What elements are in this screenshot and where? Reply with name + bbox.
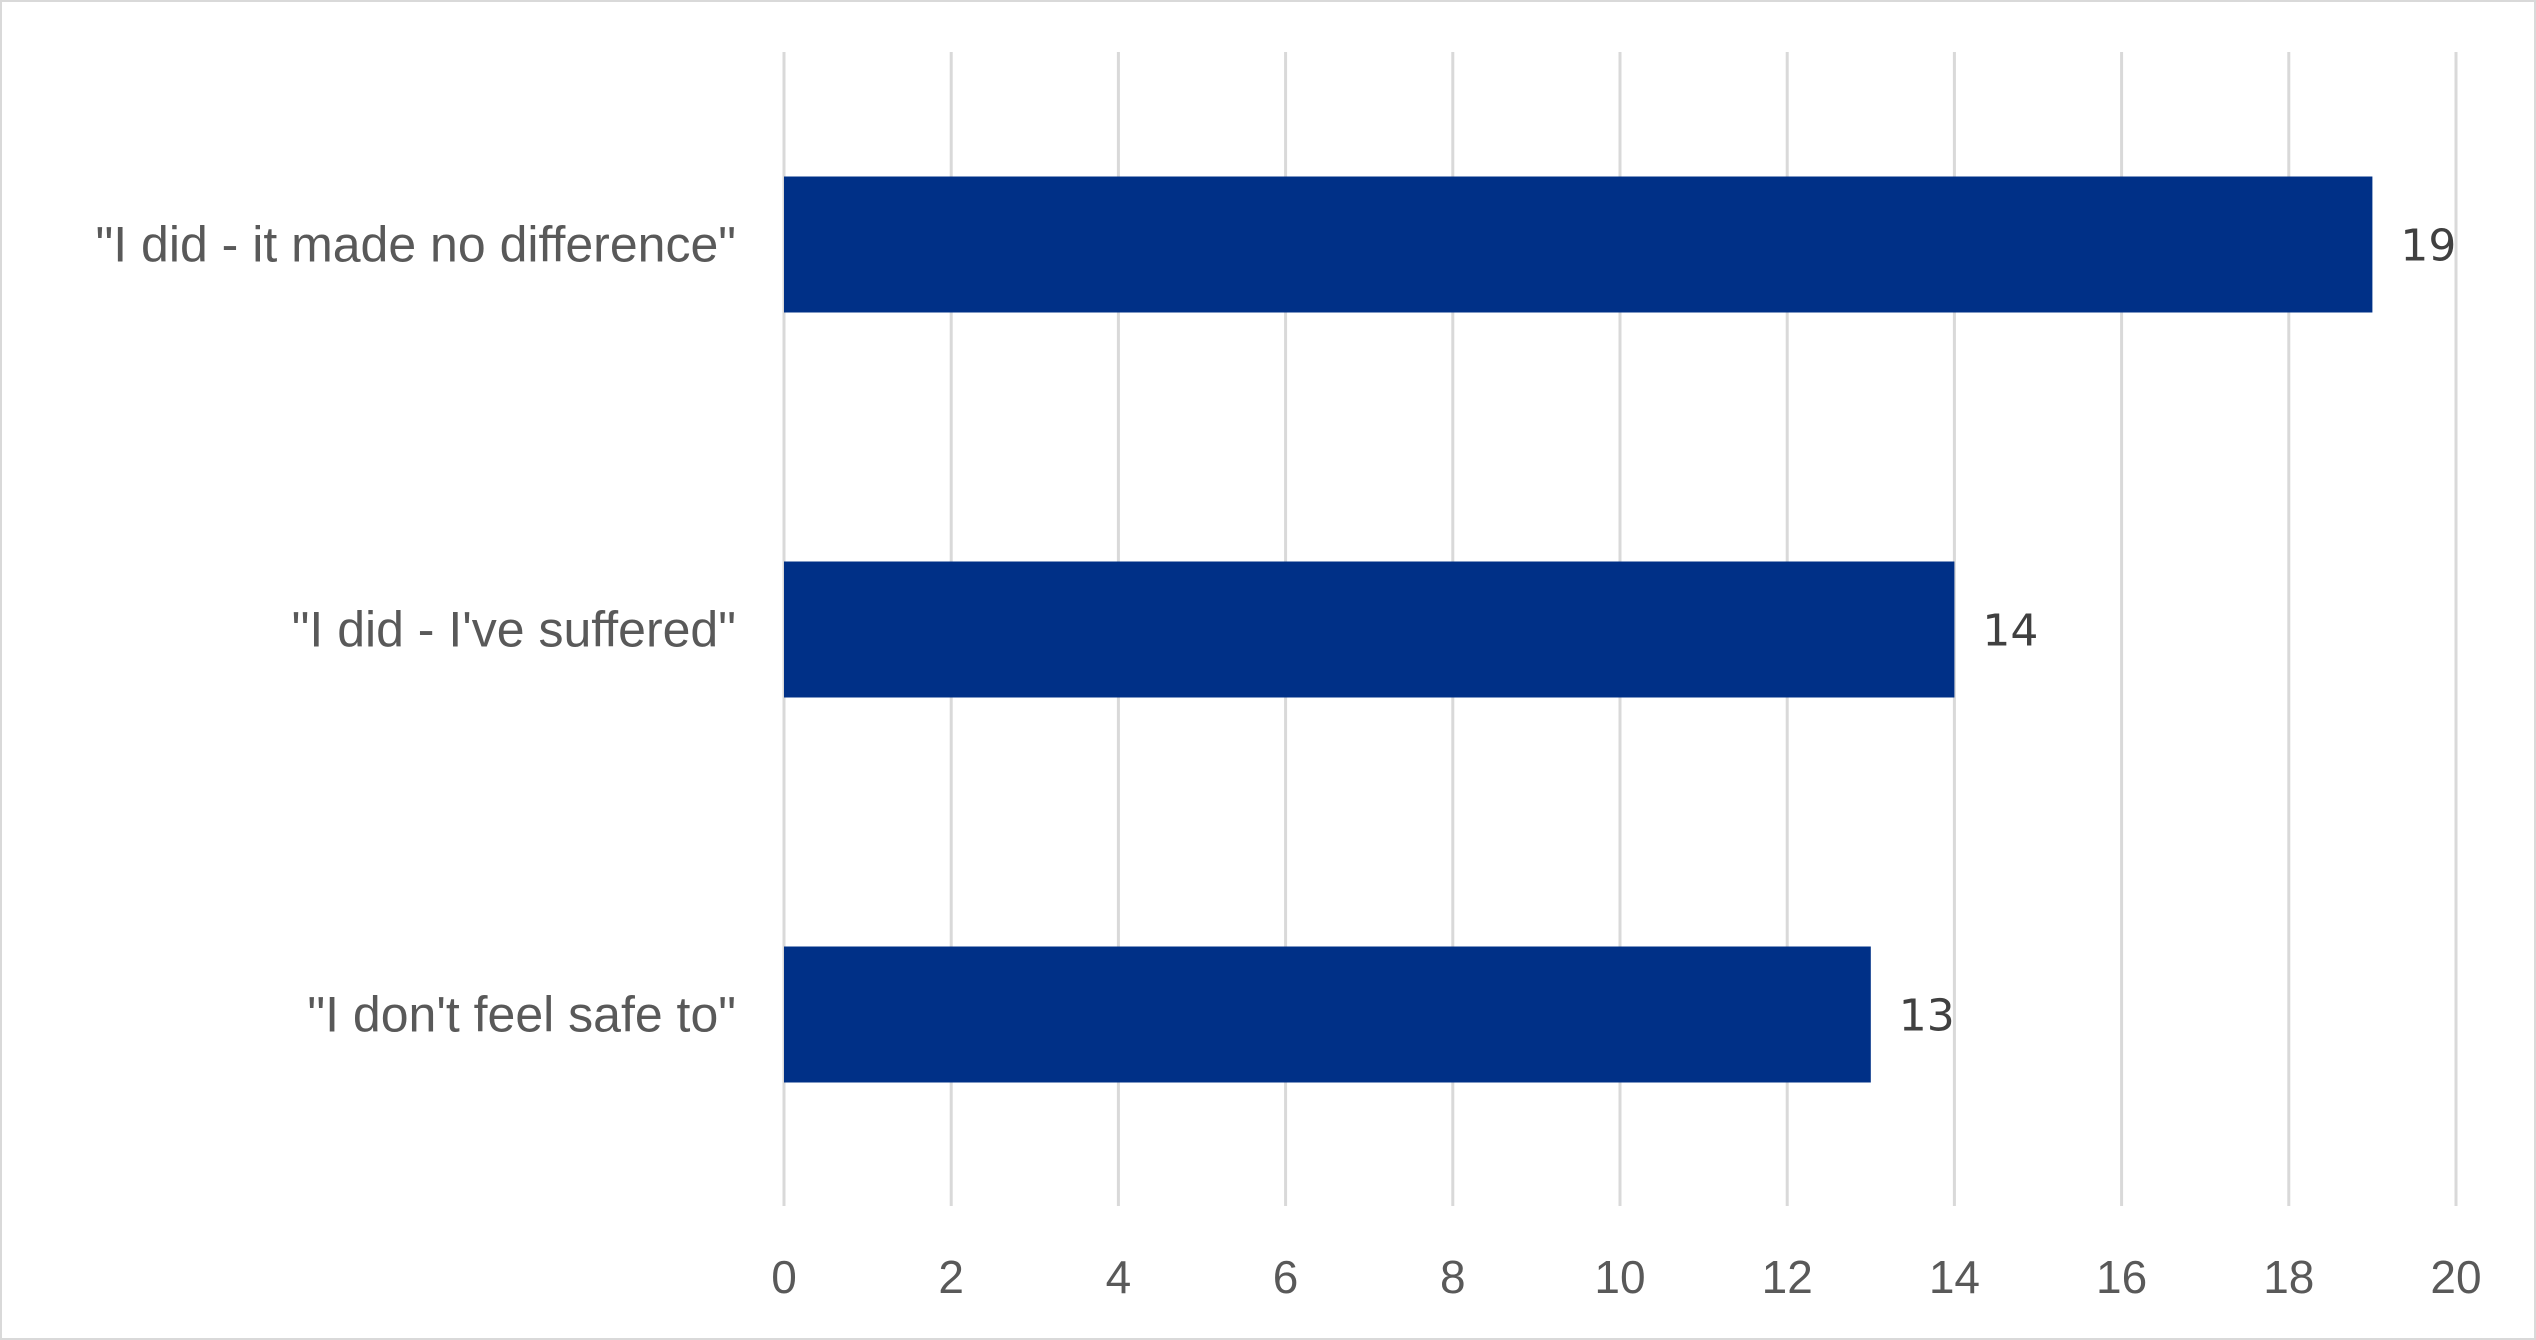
bar [784, 561, 1955, 698]
category-label: "I did - it made no difference" [96, 217, 736, 273]
x-tick-label: 6 [1273, 1251, 1299, 1303]
x-tick-label: 4 [1106, 1251, 1132, 1303]
x-tick-label: 2 [938, 1251, 964, 1303]
bar-value-label: 14 [1982, 606, 2038, 657]
x-tick-label: 18 [2263, 1251, 2314, 1303]
x-tick-label: 8 [1440, 1251, 1466, 1303]
bar [784, 176, 2373, 313]
category-label: "I did - I've suffered" [292, 602, 736, 658]
data-labels: 19 14 13 [1899, 221, 2457, 1042]
x-tick-label: 20 [2430, 1251, 2481, 1303]
bar [784, 946, 1871, 1083]
x-tick-label: 10 [1594, 1251, 1645, 1303]
category-label: "I don't feel safe to" [307, 987, 736, 1043]
bars [784, 176, 2373, 1083]
bar-value-label: 13 [1899, 991, 1955, 1042]
x-tick-label: 0 [771, 1251, 797, 1303]
x-tick-label: 14 [1929, 1251, 1980, 1303]
bar-value-label: 19 [2400, 221, 2456, 272]
x-tick-label: 12 [1762, 1251, 1813, 1303]
category-labels: "I did - it made no difference" "I did - … [96, 217, 736, 1043]
x-tick-label: 16 [2096, 1251, 2147, 1303]
x-axis-ticks: 0 2 4 6 8 10 12 14 16 18 20 [771, 1251, 2481, 1303]
